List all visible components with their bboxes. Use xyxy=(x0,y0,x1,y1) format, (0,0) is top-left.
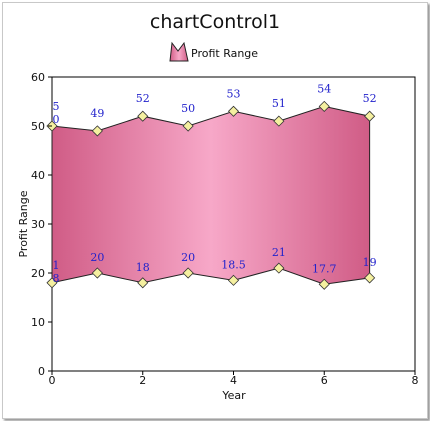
low-data-label: 20 xyxy=(181,251,195,264)
low-point-marker[interactable] xyxy=(182,267,194,279)
high-data-label: 51 xyxy=(272,97,286,110)
legend-swatch xyxy=(169,41,189,62)
marker-layer xyxy=(46,100,376,290)
x-tick-label: 4 xyxy=(230,374,237,387)
high-point-marker[interactable] xyxy=(364,110,376,122)
high-point-marker[interactable] xyxy=(273,115,285,127)
high-data-label: 54 xyxy=(317,82,331,95)
x-tick-label: 2 xyxy=(139,374,146,387)
high-data-label: 49 xyxy=(90,107,104,120)
high-data-label: 50 xyxy=(181,102,195,115)
high-point-marker[interactable] xyxy=(227,105,240,117)
data-label-layer: 50 18 49 20 52 18 50 20 53 18.5 51 21 54 17.7 52 19 xyxy=(53,82,377,284)
y-tick-label: 40 xyxy=(31,169,45,182)
x-axis-label: Year xyxy=(221,389,246,402)
low-data-label: 18 xyxy=(136,261,150,274)
low-point-marker[interactable] xyxy=(273,262,285,274)
legend: Profit Range xyxy=(169,41,258,62)
high-point-marker[interactable] xyxy=(91,125,103,137)
x-tick-label: 8 xyxy=(412,374,419,387)
high-point-marker[interactable] xyxy=(318,100,330,112)
high-data-label: 52 xyxy=(363,92,377,105)
low-data-label: 17.7 xyxy=(312,262,337,275)
high-point-marker[interactable] xyxy=(137,110,149,122)
low-point-marker[interactable] xyxy=(364,272,376,284)
low-data-label: 18.5 xyxy=(221,258,246,271)
y-tick-label: 20 xyxy=(31,267,45,280)
high-data-label: 52 xyxy=(136,92,150,105)
high-point-marker[interactable] xyxy=(182,120,194,132)
low-data-label: 21 xyxy=(272,246,286,259)
y-tick-label: 10 xyxy=(31,316,45,329)
y-tick-label: 30 xyxy=(31,218,45,231)
low-point-marker[interactable] xyxy=(46,277,58,289)
low-data-label: 8 xyxy=(53,272,60,285)
chart-title: chartControl1 xyxy=(150,11,280,33)
low-data-label: 19 xyxy=(363,256,377,269)
y-axis-label: Profit Range xyxy=(17,190,30,257)
low-point-marker[interactable] xyxy=(91,267,103,279)
high-data-label: 53 xyxy=(227,87,241,100)
low-point-marker[interactable] xyxy=(227,274,240,286)
low-point-marker[interactable] xyxy=(137,277,149,289)
legend-label: Profit Range xyxy=(191,47,258,60)
high-data-label: 5 xyxy=(53,100,60,113)
y-tick-label: 50 xyxy=(31,120,45,133)
x-tick-label: 0 xyxy=(49,374,56,387)
high-data-label: 0 xyxy=(53,113,60,126)
low-data-label: 20 xyxy=(90,251,104,264)
x-tick-label: 6 xyxy=(321,374,328,387)
y-tick-label: 0 xyxy=(38,365,45,378)
y-tick-label: 60 xyxy=(31,71,45,84)
low-data-label: 1 xyxy=(53,259,60,272)
low-point-marker[interactable] xyxy=(318,278,330,290)
